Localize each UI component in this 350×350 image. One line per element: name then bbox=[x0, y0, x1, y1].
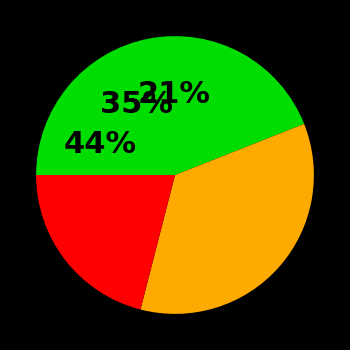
Wedge shape bbox=[36, 36, 304, 175]
Text: 35%: 35% bbox=[100, 90, 173, 119]
Text: 44%: 44% bbox=[64, 130, 137, 159]
Wedge shape bbox=[140, 124, 314, 314]
Wedge shape bbox=[36, 175, 175, 309]
Text: 21%: 21% bbox=[138, 80, 211, 109]
